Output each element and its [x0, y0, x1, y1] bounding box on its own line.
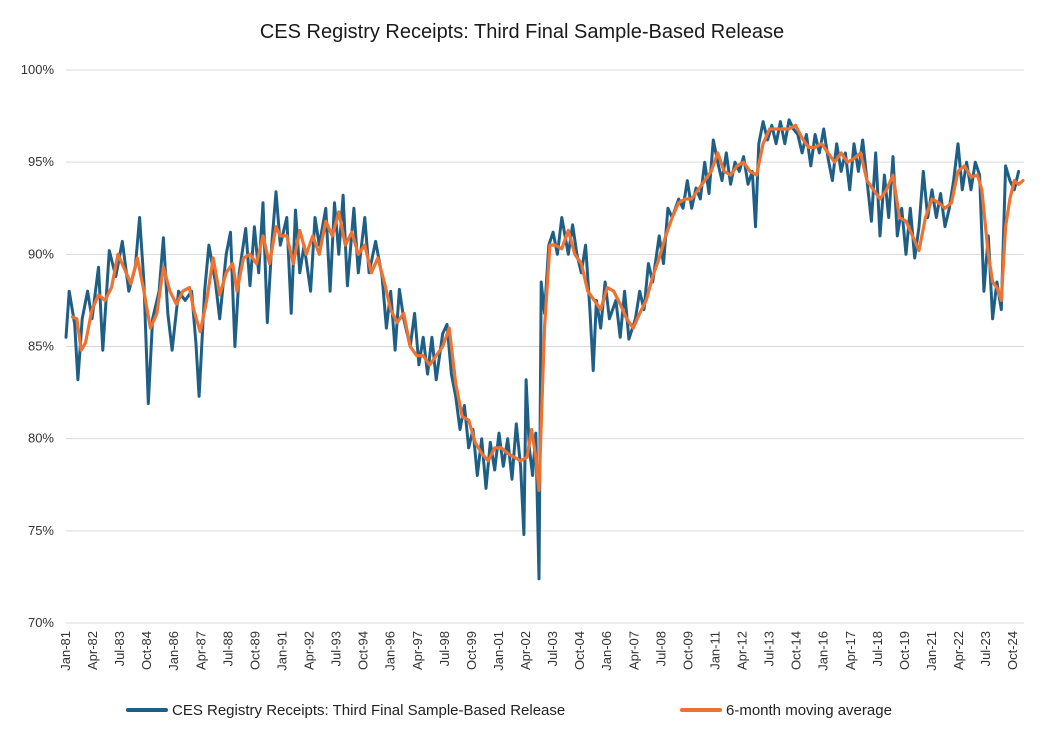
- x-tick-label: Apr-82: [85, 631, 100, 670]
- x-tick-label: Jan-06: [599, 631, 614, 671]
- x-tick-label: Jan-01: [491, 631, 506, 671]
- y-axis-ticks: 70% 75% 80% 85% 90% 95% 100%: [21, 62, 55, 630]
- x-tick-label: Jan-86: [166, 631, 181, 671]
- x-tick-label: Oct-99: [464, 631, 479, 670]
- x-tick-label: Jul-88: [220, 631, 235, 666]
- legend: CES Registry Receipts: Third Final Sampl…: [126, 702, 892, 719]
- x-tick-label: Jul-23: [978, 631, 993, 666]
- x-tick-label: Jul-13: [762, 631, 777, 666]
- legend-label-registry: CES Registry Receipts: Third Final Sampl…: [172, 702, 565, 719]
- y-tick-label: 90%: [28, 246, 54, 261]
- x-tick-label: Jul-08: [653, 631, 668, 666]
- y-tick-label: 100%: [21, 62, 55, 77]
- x-tick-label: Jul-18: [870, 631, 885, 666]
- y-tick-label: 70%: [28, 615, 54, 630]
- x-tick-label: Apr-87: [193, 631, 208, 670]
- x-tick-label: Apr-92: [302, 631, 317, 670]
- x-tick-label: Apr-07: [626, 631, 641, 670]
- x-tick-label: Jul-03: [545, 631, 560, 666]
- x-tick-label: Jul-83: [112, 631, 127, 666]
- x-tick-label: Apr-12: [735, 631, 750, 670]
- x-tick-label: Oct-09: [680, 631, 695, 670]
- x-axis-ticks: Jan-81 Apr-82 Jul-83 Oct-84 Jan-86 Apr-87 Jul-…: [58, 631, 1020, 671]
- legend-label-moving-average: 6-month moving average: [726, 702, 892, 719]
- x-tick-label: Oct-84: [139, 631, 154, 670]
- y-tick-label: 95%: [28, 154, 54, 169]
- x-tick-label: Apr-17: [843, 631, 858, 670]
- series-line-moving-average: [70, 123, 1025, 492]
- chart-title: CES Registry Receipts: Third Final Sampl…: [260, 21, 784, 43]
- x-tick-label: Apr-02: [518, 631, 533, 670]
- x-tick-label: Oct-89: [247, 631, 262, 670]
- x-tick-label: Apr-22: [951, 631, 966, 670]
- x-tick-label: Jan-16: [816, 631, 831, 671]
- x-tick-label: Oct-14: [789, 631, 804, 670]
- series-lines: [64, 118, 1025, 581]
- x-tick-label: Jan-81: [58, 631, 73, 671]
- x-tick-label: Jan-91: [274, 631, 289, 671]
- x-tick-label: Jan-11: [707, 631, 722, 670]
- x-tick-label: Oct-24: [1005, 631, 1020, 670]
- x-tick-label: Apr-97: [410, 631, 425, 670]
- x-tick-label: Jan-21: [924, 631, 939, 671]
- x-tick-label: Jul-93: [329, 631, 344, 666]
- x-tick-label: Jul-98: [437, 631, 452, 666]
- x-tick-label: Oct-94: [356, 631, 371, 670]
- y-tick-label: 85%: [28, 339, 54, 354]
- y-tick-label: 75%: [28, 523, 54, 538]
- x-tick-label: Jan-96: [383, 631, 398, 671]
- x-tick-label: Oct-04: [572, 631, 587, 670]
- y-tick-label: 80%: [28, 431, 54, 446]
- x-tick-label: Oct-19: [897, 631, 912, 670]
